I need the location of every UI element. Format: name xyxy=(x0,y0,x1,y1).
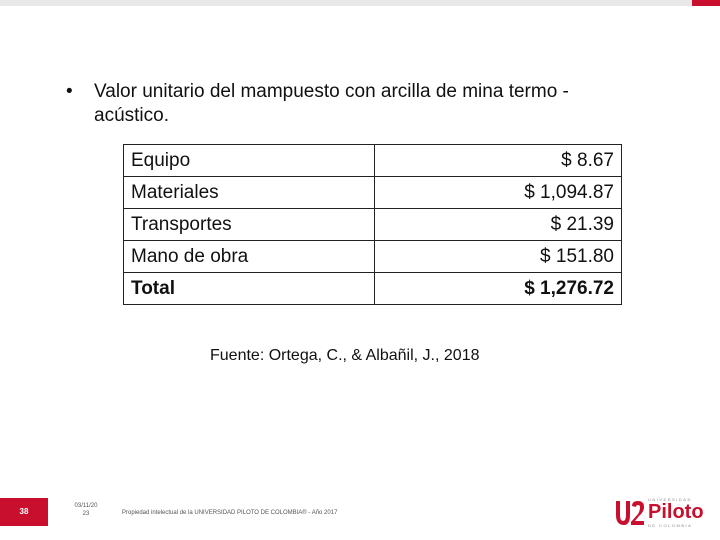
row-label: Transportes xyxy=(123,208,375,241)
row-label: Equipo xyxy=(123,144,375,177)
row-value: $ 8.67 xyxy=(374,144,622,177)
logo-word: Piloto xyxy=(648,501,704,523)
date-line-1: 03/11/20 xyxy=(74,503,98,509)
table-row: Materiales $ 1,094.87 xyxy=(123,176,622,209)
row-value: $ 21.39 xyxy=(374,208,622,241)
cost-table: Equipo $ 8.67 Materiales $ 1,094.87 Tran… xyxy=(123,144,622,305)
bullet-text: Valor unitario del mampuesto con arcilla… xyxy=(94,81,569,126)
total-row: Total $ 1,276.72 xyxy=(123,272,622,305)
table-row: Transportes $ 21.39 xyxy=(123,208,622,241)
total-value: $ 1,276.72 xyxy=(374,272,622,305)
copyright-text: Propiedad intelectual de la UNIVERSIDAD … xyxy=(122,510,338,516)
logo-top-text: UNIVERSIDAD xyxy=(648,497,692,502)
footer: 38 03/11/20 23 Propiedad intelectual de … xyxy=(0,486,720,540)
row-value: $ 151.80 xyxy=(374,240,622,273)
row-label: Mano de obra xyxy=(123,240,375,273)
source-citation: Fuente: Ortega, C., & Albañil, J., 2018 xyxy=(210,347,480,364)
top-accent xyxy=(692,0,720,6)
page-number: 38 xyxy=(0,498,48,526)
table-row: Equipo $ 8.67 xyxy=(123,144,622,177)
total-label: Total xyxy=(123,272,375,305)
logo-bottom-text: DE COLOMBIA xyxy=(648,523,693,528)
top-bar xyxy=(0,0,720,6)
row-value: $ 1,094.87 xyxy=(374,176,622,209)
university-logo: UNIVERSIDAD Piloto DE COLOMBIA xyxy=(614,496,714,532)
row-label: Materiales xyxy=(123,176,375,209)
bullet-symbol: • xyxy=(66,81,73,102)
footer-date: 03/11/20 23 xyxy=(66,502,106,518)
date-line-2: 23 xyxy=(82,511,90,517)
table-row: Mano de obra $ 151.80 xyxy=(123,240,622,273)
logo-mark-icon xyxy=(616,501,644,525)
